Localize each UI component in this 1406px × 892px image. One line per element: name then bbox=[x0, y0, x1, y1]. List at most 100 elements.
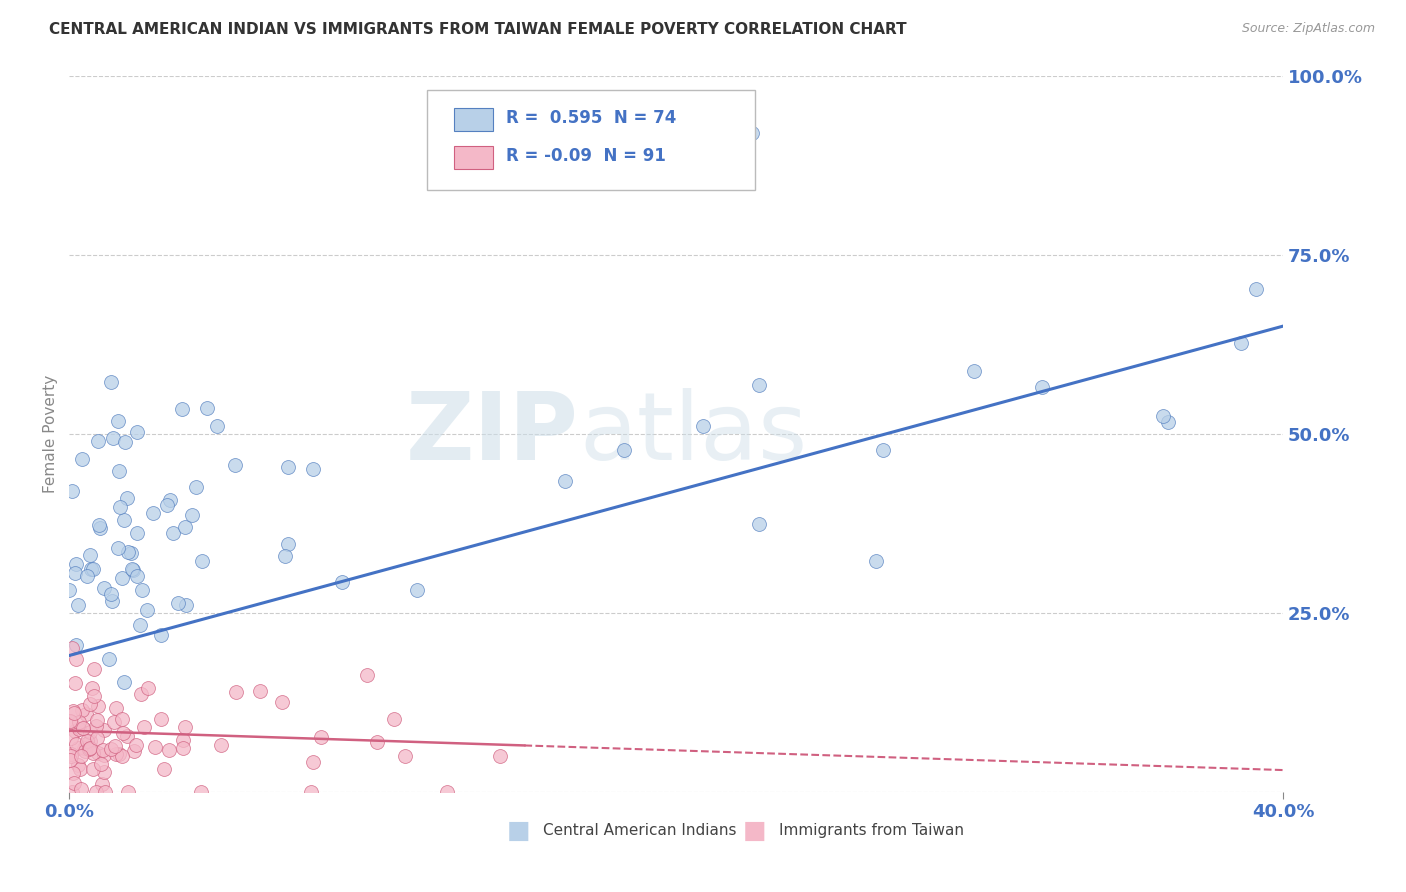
Point bbox=[173, 720, 195, 734]
Point bbox=[135, 603, 157, 617]
Point bbox=[83, 662, 105, 676]
Point bbox=[75, 744, 97, 758]
Point bbox=[94, 784, 117, 798]
Point bbox=[748, 517, 770, 532]
Point bbox=[172, 740, 194, 755]
Point bbox=[104, 701, 127, 715]
Point bbox=[70, 451, 93, 466]
Point bbox=[62, 704, 84, 718]
Point bbox=[436, 784, 458, 798]
Point bbox=[60, 641, 83, 656]
Point bbox=[613, 443, 636, 458]
Point bbox=[166, 596, 188, 610]
Point bbox=[59, 749, 82, 764]
Point bbox=[128, 617, 150, 632]
Point bbox=[1157, 415, 1180, 429]
Point bbox=[174, 520, 197, 534]
Point bbox=[82, 561, 104, 575]
Point bbox=[195, 401, 218, 415]
Point bbox=[83, 689, 105, 703]
Point bbox=[302, 755, 325, 769]
Point bbox=[76, 569, 98, 583]
Point bbox=[65, 566, 87, 580]
Point bbox=[121, 561, 143, 575]
Point bbox=[79, 734, 101, 748]
Point bbox=[91, 742, 114, 756]
Text: ZIP: ZIP bbox=[406, 387, 579, 480]
Point bbox=[107, 414, 129, 428]
Point bbox=[69, 748, 91, 763]
Point bbox=[59, 753, 82, 767]
Point bbox=[93, 747, 115, 762]
Point bbox=[125, 738, 148, 752]
Point bbox=[108, 747, 131, 762]
Point bbox=[67, 598, 90, 612]
Point bbox=[124, 744, 146, 758]
Point bbox=[76, 734, 98, 748]
Point bbox=[93, 764, 115, 779]
Point bbox=[63, 706, 86, 720]
Text: Source: ZipAtlas.com: Source: ZipAtlas.com bbox=[1241, 22, 1375, 36]
Point bbox=[330, 574, 353, 589]
Point bbox=[136, 681, 159, 696]
Point bbox=[84, 719, 107, 733]
Text: Central American Indians: Central American Indians bbox=[543, 823, 737, 838]
Point bbox=[104, 739, 127, 753]
Point bbox=[66, 740, 89, 755]
Point bbox=[82, 747, 104, 761]
Point bbox=[277, 537, 299, 551]
Point bbox=[60, 747, 83, 761]
Point bbox=[207, 418, 229, 433]
Text: ■: ■ bbox=[506, 819, 530, 843]
Point bbox=[100, 742, 122, 756]
Point bbox=[872, 443, 894, 458]
Point bbox=[60, 784, 83, 798]
Point bbox=[963, 364, 986, 378]
Point bbox=[67, 758, 90, 772]
Y-axis label: Female Poverty: Female Poverty bbox=[44, 375, 58, 492]
Point bbox=[63, 676, 86, 690]
Point bbox=[274, 549, 297, 564]
Point bbox=[156, 499, 179, 513]
Point bbox=[302, 461, 325, 475]
Point bbox=[1152, 409, 1174, 423]
Point bbox=[87, 746, 110, 760]
Point bbox=[89, 521, 111, 535]
Text: ■: ■ bbox=[744, 819, 766, 843]
Point bbox=[67, 722, 90, 736]
Point bbox=[190, 784, 212, 798]
Point bbox=[366, 735, 388, 749]
Point bbox=[101, 431, 124, 445]
Point bbox=[405, 582, 427, 597]
Point bbox=[111, 571, 134, 585]
Point bbox=[108, 464, 131, 478]
Text: R =  0.595  N = 74: R = 0.595 N = 74 bbox=[506, 110, 676, 128]
Point bbox=[117, 545, 139, 559]
Point bbox=[142, 506, 165, 520]
Point bbox=[172, 733, 194, 747]
Point bbox=[271, 695, 294, 709]
Point bbox=[356, 668, 378, 682]
Point bbox=[59, 714, 82, 729]
Point bbox=[72, 721, 94, 735]
Point bbox=[112, 726, 135, 740]
Point bbox=[554, 475, 576, 489]
Point bbox=[69, 781, 91, 796]
Point bbox=[111, 748, 134, 763]
Point bbox=[86, 434, 108, 449]
Point bbox=[105, 747, 128, 762]
Point bbox=[86, 714, 108, 728]
Point bbox=[72, 703, 94, 717]
Point bbox=[65, 557, 87, 571]
Point bbox=[67, 715, 90, 730]
Point bbox=[117, 784, 139, 798]
Point bbox=[100, 375, 122, 389]
Point bbox=[224, 458, 246, 473]
Point bbox=[125, 526, 148, 541]
Point bbox=[225, 685, 247, 699]
Point bbox=[80, 562, 103, 576]
Point bbox=[211, 739, 233, 753]
Point bbox=[120, 546, 142, 560]
Point bbox=[159, 493, 181, 508]
Text: Immigrants from Taiwan: Immigrants from Taiwan bbox=[779, 823, 965, 838]
